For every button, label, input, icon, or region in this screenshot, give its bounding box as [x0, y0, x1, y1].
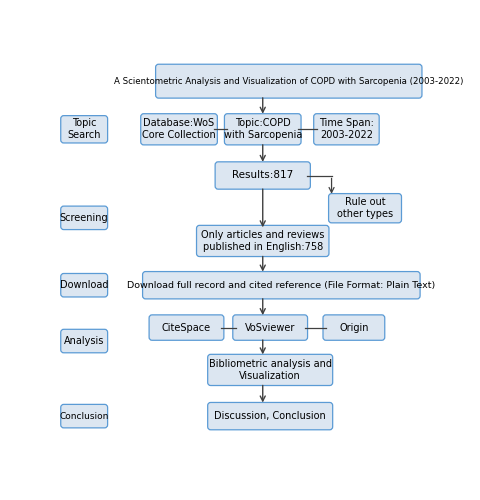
Text: Download full record and cited reference (File Format: Plain Text): Download full record and cited reference…: [127, 280, 435, 289]
FancyBboxPatch shape: [215, 162, 311, 189]
FancyBboxPatch shape: [141, 114, 217, 145]
Text: Screening: Screening: [60, 213, 108, 223]
FancyBboxPatch shape: [61, 206, 108, 230]
Text: Download: Download: [60, 280, 108, 290]
FancyBboxPatch shape: [156, 64, 422, 98]
Text: Origin: Origin: [339, 322, 369, 332]
FancyBboxPatch shape: [143, 272, 420, 299]
FancyBboxPatch shape: [314, 114, 379, 145]
Text: Rule out
other types: Rule out other types: [337, 197, 393, 220]
FancyBboxPatch shape: [149, 315, 224, 340]
Text: Discussion, Conclusion: Discussion, Conclusion: [214, 411, 326, 421]
Text: Topic:COPD
with Sarcopenia: Topic:COPD with Sarcopenia: [224, 118, 302, 141]
Text: Results:817: Results:817: [232, 170, 293, 180]
Text: VoSviewer: VoSviewer: [245, 322, 295, 332]
Text: Topic
Search: Topic Search: [67, 118, 101, 141]
FancyBboxPatch shape: [323, 315, 385, 340]
Text: Conclusion: Conclusion: [60, 412, 109, 420]
Text: Analysis: Analysis: [64, 336, 104, 346]
FancyBboxPatch shape: [196, 226, 329, 256]
FancyBboxPatch shape: [61, 116, 108, 143]
Text: Only articles and reviews
published in English:758: Only articles and reviews published in E…: [201, 230, 324, 252]
FancyBboxPatch shape: [208, 354, 333, 386]
Text: CiteSpace: CiteSpace: [162, 322, 211, 332]
FancyBboxPatch shape: [61, 330, 108, 353]
FancyBboxPatch shape: [61, 404, 108, 428]
Text: A Scientometric Analysis and Visualization of COPD with Sarcopenia (2003-2022): A Scientometric Analysis and Visualizati…: [114, 76, 464, 86]
FancyBboxPatch shape: [233, 315, 308, 340]
Text: Bibliometric analysis and
Visualization: Bibliometric analysis and Visualization: [209, 358, 332, 381]
Text: Database:WoS
Core Collection: Database:WoS Core Collection: [142, 118, 216, 141]
FancyBboxPatch shape: [208, 402, 333, 430]
FancyBboxPatch shape: [61, 274, 108, 297]
FancyBboxPatch shape: [225, 114, 301, 145]
FancyBboxPatch shape: [329, 194, 401, 223]
Text: Time Span:
2003-2022: Time Span: 2003-2022: [319, 118, 374, 141]
